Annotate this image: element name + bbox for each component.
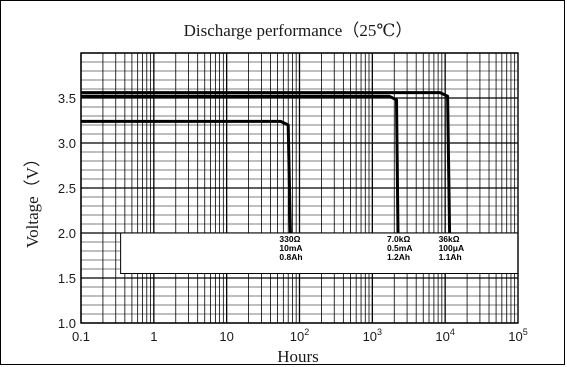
y-tick-labels: 1.0 1.5 2.0 2.5 3.0 3.5 bbox=[58, 91, 76, 331]
x-tick-exponent: 4 bbox=[450, 327, 455, 337]
y-tick-label: 3.0 bbox=[58, 136, 76, 151]
series-label-2: 7.0kΩ bbox=[387, 234, 411, 244]
y-tick-label: 1.0 bbox=[58, 316, 76, 331]
x-tick-label: 0.1 bbox=[72, 329, 90, 344]
x-tick-label: 104 bbox=[435, 327, 454, 344]
series-label-3: 1.1Ah bbox=[439, 252, 462, 262]
x-tick-label: 10 bbox=[219, 329, 233, 344]
series-label-3: 36kΩ bbox=[439, 234, 460, 244]
series-line-1 bbox=[81, 119, 292, 234]
x-tick-base: 0.1 bbox=[72, 329, 90, 344]
x-tick-base: 10 bbox=[290, 329, 304, 344]
x-axis-label: Hours bbox=[277, 347, 319, 366]
series-label-3: 100μA bbox=[439, 243, 465, 253]
series-label-1: 0.8Ah bbox=[279, 252, 302, 262]
x-tick-base: 10 bbox=[219, 329, 233, 344]
y-tick-label: 3.5 bbox=[58, 91, 76, 106]
x-tick-base: 1 bbox=[150, 329, 157, 344]
x-tick-base: 10 bbox=[435, 329, 449, 344]
x-tick-label: 105 bbox=[508, 327, 527, 344]
x-tick-exponent: 5 bbox=[523, 327, 528, 337]
x-tick-label: 102 bbox=[290, 327, 309, 344]
series-label-1: 10mA bbox=[279, 243, 302, 253]
x-tick-base: 10 bbox=[363, 329, 377, 344]
x-tick-label: 103 bbox=[363, 327, 382, 344]
x-tick-exponent: 3 bbox=[377, 327, 382, 337]
plot-border bbox=[80, 52, 519, 324]
series-label-2: 1.2Ah bbox=[387, 252, 410, 262]
x-tick-labels: 0.1 1 10 102 103 104 105 bbox=[72, 327, 528, 344]
series-label-1: 330Ω bbox=[279, 234, 300, 244]
x-tick-label: 1 bbox=[150, 329, 157, 344]
y-axis-label: Voltage（V） bbox=[23, 150, 42, 248]
y-tick-label: 2.5 bbox=[58, 181, 76, 196]
y-tick-label: 1.5 bbox=[58, 271, 76, 286]
label-box bbox=[120, 232, 519, 274]
series-line-3 bbox=[81, 91, 452, 234]
series-line-2 bbox=[81, 94, 400, 234]
chart-title: Discharge performance（25℃） bbox=[184, 21, 413, 40]
series-label-2: 0.5mA bbox=[387, 243, 413, 253]
x-tick-exponent: 2 bbox=[304, 327, 309, 337]
y-tick-label: 2.0 bbox=[58, 226, 76, 241]
x-tick-base: 10 bbox=[508, 329, 522, 344]
